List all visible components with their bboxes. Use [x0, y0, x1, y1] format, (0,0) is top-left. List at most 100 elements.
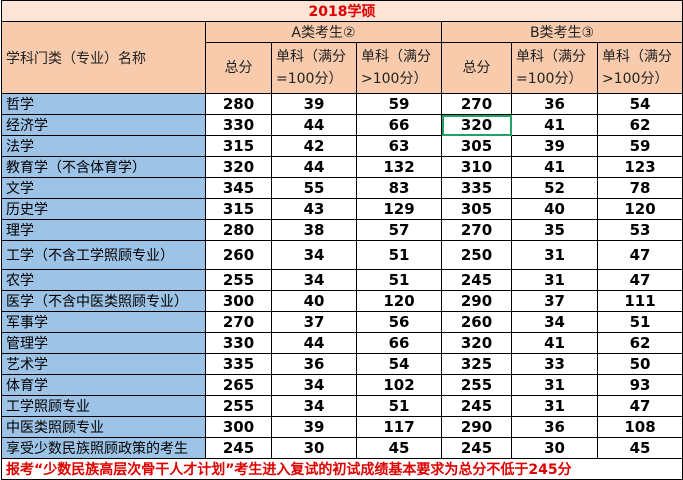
category-name: 医学（不含中医类照顾专业）: [1, 290, 206, 312]
score-cell: 270: [205, 311, 272, 333]
score-cell: 255: [441, 374, 512, 396]
score-cell: 102: [356, 374, 442, 396]
score-cell: 117: [356, 416, 442, 438]
score-cell: 270: [441, 219, 512, 241]
score-cell: 305: [441, 198, 512, 220]
score-cell: 39: [271, 93, 357, 115]
score-cell: 44: [271, 332, 357, 354]
sub-header: 单科（满分>100分）: [596, 42, 683, 94]
score-cell: 41: [511, 156, 598, 178]
score-cell: 320: [441, 114, 512, 136]
table-title: 2018学硕: [0, 0, 683, 22]
score-cell: 132: [356, 156, 442, 178]
table-row: 理学 280 38 57 270 35 53: [1, 219, 683, 241]
category-name: 艺术学: [1, 353, 206, 375]
score-cell: 36: [511, 93, 598, 115]
score-cell: 66: [356, 332, 442, 354]
score-cell: 43: [271, 198, 357, 220]
table-row: 中医类照顾专业 300 39 117 290 36 108: [1, 416, 683, 438]
score-cell: 45: [356, 437, 442, 459]
score-cell: 36: [271, 353, 357, 375]
score-cell: 36: [511, 416, 598, 438]
score-cell: 280: [205, 93, 272, 115]
sub-header: 单科（满分=100分）: [511, 42, 598, 94]
category-name: 教育学（不含体育学）: [1, 156, 206, 178]
sub-header: 总分: [441, 42, 512, 94]
table-row: 哲学 280 39 59 270 36 54: [1, 93, 683, 115]
score-cell: 38: [271, 219, 357, 241]
score-cell: 30: [511, 437, 598, 459]
score-cell: 47: [596, 269, 683, 291]
score-cell: 37: [511, 290, 598, 312]
sub-header: 单科（满分>100分）: [356, 42, 442, 94]
category-name: 军事学: [1, 311, 206, 333]
category-name: 历史学: [1, 198, 206, 220]
score-cell: 265: [205, 374, 272, 396]
score-cell: 63: [356, 135, 442, 157]
category-name: 法学: [1, 135, 206, 157]
score-cell: 280: [205, 219, 272, 241]
table-row: 文学 345 55 83 335 52 78: [1, 177, 683, 199]
sub-header: 单科（满分=100分）: [271, 42, 357, 94]
score-cell: 78: [596, 177, 683, 199]
score-cell: 62: [596, 332, 683, 354]
score-cell: 31: [511, 269, 598, 291]
table-row: 体育学 265 34 102 255 31 93: [1, 374, 683, 396]
score-cell: 120: [596, 198, 683, 220]
score-cell: 34: [271, 395, 357, 417]
score-cell: 335: [441, 177, 512, 199]
footnote: 报考“少数民族高层次骨干人才计划”考生进入复试的初试成绩基本要求为总分不低于24…: [0, 458, 683, 480]
score-cell: 300: [205, 416, 272, 438]
score-cell: 315: [205, 198, 272, 220]
group-header: B类考生③: [440, 21, 683, 43]
table-row: 法学 315 42 63 305 39 59: [1, 135, 683, 157]
score-cell: 57: [356, 219, 442, 241]
score-cell: 245: [441, 269, 512, 291]
score-cell: 41: [511, 332, 598, 354]
score-cell: 51: [596, 311, 683, 333]
score-cell: 56: [356, 311, 442, 333]
score-cell: 245: [205, 437, 272, 459]
score-cell: 51: [356, 395, 442, 417]
table-row: 总分 单科（满分=100分） 单科（满分>100分） 总分 单科（满分=100分） 单科（…: [2, 42, 683, 94]
table-row: 工学（不含工学照顾专业） 260 34 51 250 31 47: [1, 240, 683, 270]
table-row: 管理学 330 44 66 320 41 62: [1, 332, 683, 354]
score-cell: 51: [356, 240, 442, 270]
category-name: 文学: [1, 177, 206, 199]
category-name: 经济学: [1, 114, 206, 136]
score-cell: 34: [511, 311, 598, 333]
score-cell: 31: [511, 240, 598, 270]
score-cell: 325: [441, 353, 512, 375]
score-cell: 37: [271, 311, 357, 333]
score-cell: 120: [356, 290, 442, 312]
table-row: 报考“少数民族高层次骨干人才计划”考生进入复试的初试成绩基本要求为总分不低于24…: [0, 458, 683, 480]
score-cell: 129: [356, 198, 442, 220]
score-cell: 44: [271, 156, 357, 178]
score-cell: 47: [596, 395, 683, 417]
score-cell: 50: [596, 353, 683, 375]
score-cell: 34: [271, 240, 357, 270]
table-row: 享受少数民族照顾政策的考生 245 30 45 245 30 45: [1, 437, 683, 459]
category-name: 工学照顾专业: [1, 395, 206, 417]
score-cell: 47: [596, 240, 683, 270]
score-cell: 53: [596, 219, 683, 241]
table-row: 经济学 330 44 66 320 41 62: [1, 114, 683, 136]
score-cell: 39: [271, 416, 357, 438]
table-row: 2018学硕: [0, 0, 683, 22]
table-row: 历史学 315 43 129 305 40 120: [1, 198, 683, 220]
score-cell: 41: [511, 114, 598, 136]
score-cell: 93: [596, 374, 683, 396]
table-row: 学科门类（专业）名称 A类考生② B类考生③: [1, 21, 683, 94]
score-cell: 59: [356, 93, 442, 115]
score-cell: 31: [511, 395, 598, 417]
score-cell: 300: [205, 290, 272, 312]
table-row: 农学 255 34 51 245 31 47: [1, 269, 683, 291]
category-name: 享受少数民族照顾政策的考生: [1, 437, 206, 459]
score-cell: 320: [441, 332, 512, 354]
sub-header: 总分: [205, 42, 272, 94]
score-cell: 108: [596, 416, 683, 438]
score-cell: 44: [271, 114, 357, 136]
score-cell: 330: [205, 332, 272, 354]
score-cell: 51: [356, 269, 442, 291]
score-cell: 290: [441, 290, 512, 312]
